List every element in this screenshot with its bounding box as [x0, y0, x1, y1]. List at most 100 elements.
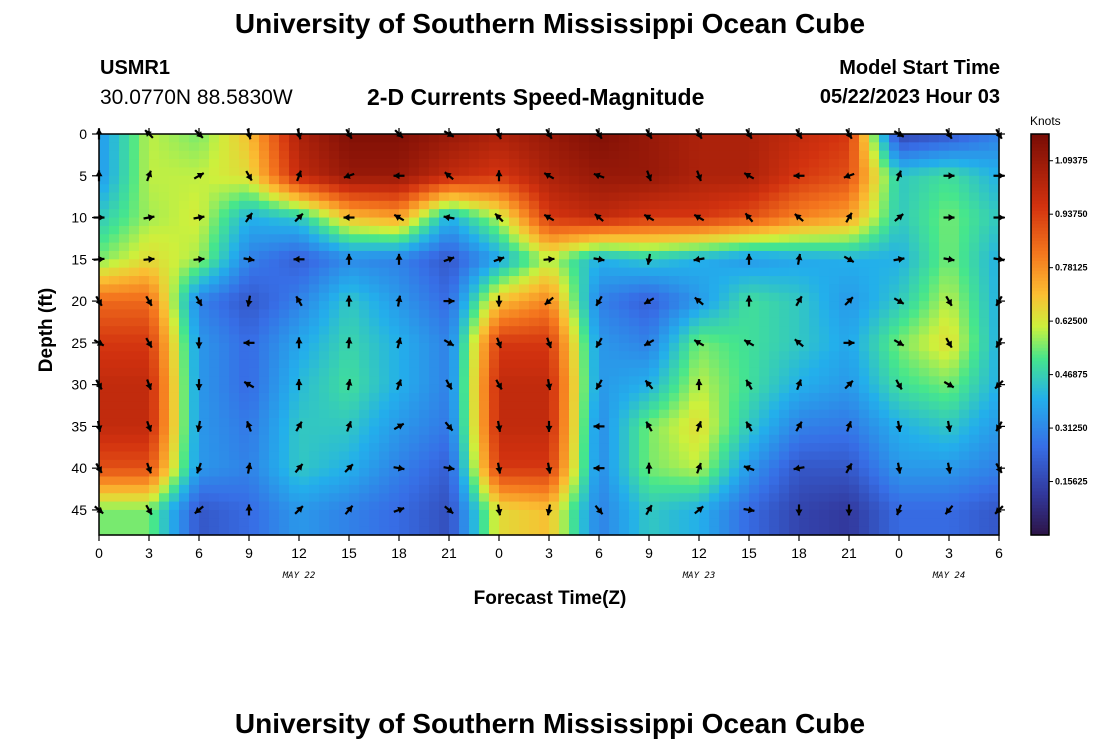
heatmap-cell [129, 418, 140, 427]
heatmap-cell [579, 225, 590, 235]
heatmap-cell [559, 384, 570, 394]
heatmap-cell [899, 276, 910, 285]
heatmap-cell [789, 217, 800, 227]
heatmap-cell [819, 242, 830, 252]
heatmap-cell [849, 267, 860, 277]
heatmap-cell [599, 392, 610, 402]
heatmap-cell [869, 317, 880, 327]
heatmap-cell [449, 501, 460, 511]
heatmap-cell [799, 142, 810, 152]
heatmap-cell [619, 359, 630, 369]
heatmap-cell [649, 484, 660, 494]
heatmap-cell [329, 518, 340, 528]
current-arrow [595, 295, 603, 307]
current-arrow [695, 170, 703, 182]
heatmap-cell [139, 409, 150, 419]
heatmap-cell [509, 509, 520, 519]
arrow-head [794, 214, 802, 221]
heatmap-cell [249, 401, 260, 411]
heatmap-cell [589, 384, 600, 394]
heatmap-cell [779, 142, 790, 152]
heatmap-cell [679, 451, 690, 461]
heatmap-cell [489, 234, 500, 244]
heatmap-cell [279, 409, 290, 419]
heatmap-cell [839, 167, 850, 177]
heatmap-cell [199, 175, 210, 185]
heatmap-cell [859, 150, 870, 160]
heatmap-cell [849, 217, 860, 227]
heatmap-cell [319, 217, 330, 227]
heatmap-cell [479, 276, 490, 285]
heatmap-cell [99, 451, 110, 461]
heatmap-cell [699, 142, 710, 152]
heatmap-cell [719, 342, 730, 352]
heatmap-cell [229, 484, 240, 494]
heatmap-cell [129, 526, 140, 536]
heatmap-cell [399, 509, 410, 519]
heatmap-cell [819, 367, 830, 377]
heatmap-cell [979, 367, 990, 377]
heatmap-cell [679, 401, 690, 411]
heatmap-cell [509, 175, 520, 185]
heatmap-cell [259, 250, 270, 260]
heatmap-cell [929, 209, 940, 219]
heatmap-cell [799, 267, 810, 277]
heatmap-cell [979, 451, 990, 461]
heatmap-cell [779, 225, 790, 235]
heatmap-cell [489, 259, 500, 269]
heatmap-cell [299, 418, 310, 427]
heatmap-cell [959, 493, 970, 503]
heatmap-cell [609, 301, 620, 311]
heatmap-cell [419, 443, 430, 453]
heatmap-cell [349, 426, 360, 436]
heatmap-cell [419, 392, 430, 402]
current-arrow [294, 463, 304, 474]
heatmap-cell [399, 276, 410, 285]
heatmap-cell [469, 518, 480, 528]
heatmap-cell [629, 234, 640, 244]
heatmap-cell [299, 342, 310, 352]
heatmap-cell [879, 317, 890, 327]
heatmap-cell [699, 434, 710, 444]
heatmap-cell [709, 376, 720, 386]
heatmap-cell [159, 426, 170, 436]
heatmap-cell [909, 401, 920, 411]
heatmap-cell [889, 301, 900, 311]
heatmap-cell [699, 359, 710, 369]
heatmap-cell [219, 359, 230, 369]
heatmap-cell [139, 459, 150, 469]
heatmap-cell [249, 209, 260, 219]
heatmap-cell [469, 225, 480, 235]
heatmap-cell [259, 259, 270, 269]
heatmap-cell [909, 434, 920, 444]
heatmap-cell [529, 443, 540, 453]
heatmap-cell [609, 451, 620, 461]
heatmap-cell [579, 267, 590, 277]
heatmap-cell [329, 367, 340, 377]
heatmap-cell [629, 484, 640, 494]
heatmap-cell [649, 134, 660, 143]
heatmap-cell [959, 518, 970, 528]
heatmap-cell [729, 392, 740, 402]
heatmap-cell [809, 267, 820, 277]
heatmap-cell [209, 159, 220, 169]
heatmap-cell [419, 418, 430, 427]
heatmap-cell [319, 200, 330, 210]
heatmap-cell [499, 292, 510, 302]
heatmap-cell [249, 259, 260, 269]
heatmap-cell [959, 359, 970, 369]
arrow-head [245, 462, 253, 470]
heatmap-cell [279, 267, 290, 277]
heatmap-cell [389, 334, 400, 344]
heatmap-cell [379, 217, 390, 227]
heatmap-cell [259, 409, 270, 419]
heatmap-cell [569, 167, 580, 177]
heatmap-cell [289, 225, 300, 235]
heatmap-cell [519, 267, 530, 277]
heatmap-cell [799, 150, 810, 160]
heatmap-cell [329, 242, 340, 252]
arrow-head [145, 424, 153, 432]
heatmap-cell [969, 167, 980, 177]
arrow-head [745, 295, 753, 302]
heatmap-cell [309, 392, 320, 402]
